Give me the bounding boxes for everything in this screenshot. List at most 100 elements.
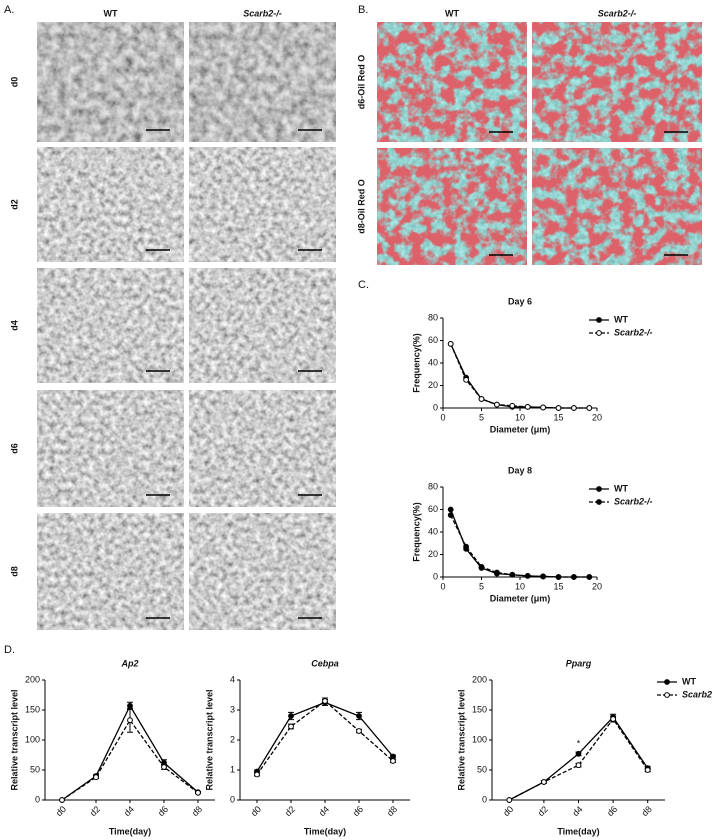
- series-line: [450, 343, 590, 409]
- series-line: [61, 719, 199, 801]
- data-point: [478, 396, 485, 402]
- data-point: [509, 402, 516, 409]
- y-tick-label: 50: [30, 764, 40, 774]
- x-tick-label: 15: [553, 581, 563, 591]
- x-tick-label: d6: [351, 804, 365, 818]
- panel-label: D.: [4, 644, 15, 656]
- series-line: [509, 717, 649, 801]
- y-axis-label: Relative transcript level: [456, 689, 466, 790]
- legend-label: Scarb2-/-: [614, 496, 653, 506]
- legend-label: WT: [614, 314, 628, 324]
- column-header: Scarb2-/-: [243, 8, 282, 18]
- column-header: WT: [104, 8, 118, 18]
- data-point: [540, 404, 546, 411]
- y-tick-label: 200: [25, 674, 40, 684]
- legend-marker: [596, 330, 602, 336]
- legend-marker: [596, 486, 602, 492]
- data-point: [494, 401, 500, 408]
- row-label: d0: [9, 77, 19, 88]
- x-tick-label: 20: [592, 581, 602, 591]
- data-point: [447, 340, 454, 347]
- row-label: d8-Oil Red O: [356, 179, 366, 234]
- micrograph: [189, 147, 336, 262]
- x-tick-label: 10: [515, 581, 525, 591]
- y-axis-label: Relative transcript level: [9, 689, 19, 790]
- x-axis-label: Diameter (μm): [490, 424, 551, 434]
- data-point: [541, 779, 547, 785]
- x-tick-label: d8: [190, 804, 204, 818]
- data-point: [575, 750, 582, 757]
- x-tick-label: d0: [54, 804, 68, 818]
- data-point: [524, 403, 531, 410]
- y-tick-label: 80: [428, 481, 438, 491]
- y-tick-label: 0: [35, 794, 40, 804]
- y-tick-label: 60: [428, 504, 438, 514]
- y-tick-label: 0: [433, 571, 438, 581]
- y-tick-label: 3: [230, 704, 235, 714]
- y-tick-label: 80: [428, 312, 438, 322]
- annotation: *: [577, 738, 581, 748]
- y-tick-label: 200: [472, 674, 487, 684]
- lipid-stain: [532, 22, 702, 142]
- legend-label: Scarb2-/-: [614, 327, 653, 337]
- x-axis-label: Diameter (μm): [490, 593, 551, 603]
- data-point: [524, 572, 531, 579]
- data-point: [571, 405, 577, 411]
- legend-label: Scarb2-/-: [682, 689, 712, 699]
- row-label: d6-Oil Red O: [356, 55, 366, 110]
- row-label: d6: [9, 443, 19, 454]
- data-point: [571, 574, 577, 580]
- data-point: [506, 797, 513, 803]
- y-tick-label: 60: [428, 335, 438, 345]
- data-point: [478, 563, 485, 570]
- data-point: [288, 723, 294, 730]
- lipid-stain: [377, 148, 527, 265]
- x-tick-label: d4: [122, 804, 136, 818]
- row-label: d8: [9, 566, 19, 577]
- panel-label: C.: [358, 279, 369, 291]
- x-tick-label: d0: [249, 804, 263, 818]
- micrograph: [189, 390, 336, 507]
- data-point: [254, 771, 260, 778]
- row-label: d4: [9, 320, 19, 331]
- data-point: [356, 713, 362, 719]
- data-point: [494, 569, 500, 576]
- series-line: [450, 343, 590, 409]
- panel-label: B.: [358, 4, 368, 16]
- x-tick-label: 10: [515, 412, 525, 422]
- y-tick-label: 40: [428, 526, 438, 536]
- y-tick-label: 40: [428, 357, 438, 367]
- y-axis-label: Frequency(%): [411, 502, 421, 562]
- legend-label: WT: [614, 483, 628, 493]
- y-axis-label: Relative transcript level: [204, 689, 214, 790]
- x-tick-label: d8: [640, 804, 654, 818]
- y-axis-label: Frequency(%): [411, 333, 421, 393]
- y-tick-label: 0: [230, 794, 235, 804]
- y-tick-label: 0: [482, 794, 487, 804]
- x-tick-label: d0: [501, 804, 515, 818]
- data-point: [127, 717, 133, 724]
- lipid-stain: [377, 22, 527, 142]
- chart-title: Day 6: [508, 296, 532, 306]
- x-tick-label: d2: [88, 804, 102, 818]
- x-tick-label: 5: [479, 412, 484, 422]
- data-point: [540, 573, 546, 580]
- data-point: [447, 506, 454, 513]
- series-line: [450, 509, 590, 578]
- data-point: [555, 574, 562, 580]
- data-point: [195, 789, 201, 796]
- x-tick-label: 20: [592, 412, 602, 422]
- x-tick-label: d2: [283, 804, 297, 818]
- series-line: [450, 514, 590, 578]
- chart-title: Day 8: [508, 465, 532, 475]
- y-tick-label: 20: [428, 380, 438, 390]
- data-point: [288, 713, 294, 719]
- micrograph: [37, 390, 184, 507]
- x-tick-label: 0: [440, 412, 445, 422]
- legend-label: WT: [682, 676, 696, 686]
- column-header: WT: [445, 8, 459, 18]
- micrograph: [37, 268, 184, 383]
- y-tick-label: 150: [472, 704, 487, 714]
- data-point: [575, 762, 582, 769]
- data-point: [93, 774, 99, 781]
